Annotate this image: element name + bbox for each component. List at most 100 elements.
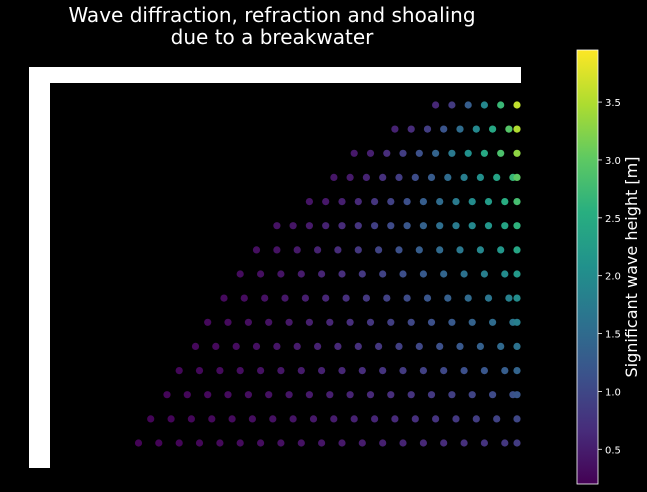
data-point <box>322 222 330 230</box>
data-point <box>204 318 212 326</box>
data-point <box>224 318 232 326</box>
data-point <box>366 149 375 157</box>
data-point <box>501 198 509 206</box>
data-point <box>354 246 362 254</box>
data-point <box>419 367 427 375</box>
data-point <box>297 270 305 278</box>
data-point <box>415 342 423 350</box>
data-point <box>480 149 488 157</box>
data-point <box>407 125 415 133</box>
breakwater-vertical <box>29 67 50 468</box>
data-point <box>163 391 171 399</box>
data-point <box>513 101 521 109</box>
data-point <box>493 415 501 423</box>
data-point <box>305 318 313 326</box>
data-point <box>228 415 236 423</box>
data-point <box>411 415 419 423</box>
data-point <box>427 173 436 181</box>
data-point <box>484 294 493 302</box>
data-point <box>407 318 415 326</box>
data-point <box>383 149 391 157</box>
data-point <box>338 367 346 375</box>
colorbar-tick-label: 3.5 <box>605 98 621 109</box>
data-point <box>338 222 346 230</box>
data-point <box>322 294 330 302</box>
data-point <box>444 294 452 302</box>
data-point <box>362 173 370 181</box>
data-point <box>464 294 472 302</box>
data-point <box>489 125 497 133</box>
data-point <box>480 367 488 375</box>
data-point <box>480 439 488 447</box>
data-point <box>297 367 305 375</box>
data-point <box>350 415 358 423</box>
data-point <box>277 367 285 375</box>
colorbar-tick-label: 2.0 <box>605 272 621 283</box>
data-point <box>248 415 256 423</box>
data-point <box>448 149 456 157</box>
data-point <box>257 367 265 375</box>
data-point <box>480 101 488 109</box>
data-point <box>460 270 468 278</box>
data-point <box>419 439 427 447</box>
data-point <box>147 415 155 423</box>
data-point <box>236 270 244 278</box>
data-point <box>236 439 244 447</box>
data-point <box>387 222 395 230</box>
data-point <box>387 391 395 399</box>
data-point <box>501 222 509 230</box>
data-point <box>362 294 370 302</box>
data-point <box>489 391 497 399</box>
data-point <box>195 367 204 375</box>
data-point <box>338 198 346 206</box>
data-point <box>456 125 464 133</box>
data-point <box>383 294 391 302</box>
data-point <box>273 342 281 350</box>
data-point <box>513 294 521 302</box>
data-point <box>167 415 175 423</box>
data-point <box>440 439 448 447</box>
data-point <box>191 342 200 350</box>
data-point <box>269 415 277 423</box>
chart-title: Wave diffraction, refraction and shoalin… <box>68 3 476 49</box>
data-point <box>436 342 444 350</box>
data-point <box>257 439 265 447</box>
data-point <box>432 101 440 109</box>
data-point <box>289 415 297 423</box>
data-point <box>281 294 289 302</box>
data-point <box>497 246 505 254</box>
data-point <box>448 101 456 109</box>
data-point <box>423 125 432 133</box>
data-point <box>497 101 505 109</box>
scatter-points <box>134 101 521 447</box>
data-point <box>513 367 521 375</box>
data-point <box>513 246 521 254</box>
colorbar: 0.5 1.0 1.5 2.0 2.5 3.0 3.5 Significant wave h… <box>576 49 641 485</box>
data-point <box>375 246 383 254</box>
data-point <box>216 439 224 447</box>
data-point <box>460 367 468 375</box>
data-point <box>297 439 305 447</box>
data-point <box>448 318 456 326</box>
data-point <box>208 415 216 423</box>
data-point <box>501 270 509 278</box>
data-point <box>419 270 427 278</box>
data-point <box>375 342 383 350</box>
data-point <box>387 318 395 326</box>
data-point <box>391 415 399 423</box>
colorbar-tick-label: 1.0 <box>605 387 621 398</box>
data-point <box>212 342 220 350</box>
data-point <box>204 391 212 399</box>
data-point <box>448 391 456 399</box>
data-point <box>293 342 301 350</box>
data-point <box>513 415 521 423</box>
data-point <box>468 318 476 326</box>
data-point <box>305 222 313 230</box>
data-point <box>456 342 464 350</box>
data-point <box>436 222 444 230</box>
data-point <box>244 318 252 326</box>
data-point <box>301 294 309 302</box>
data-point <box>354 222 362 230</box>
data-point <box>513 149 521 157</box>
data-point <box>265 318 273 326</box>
